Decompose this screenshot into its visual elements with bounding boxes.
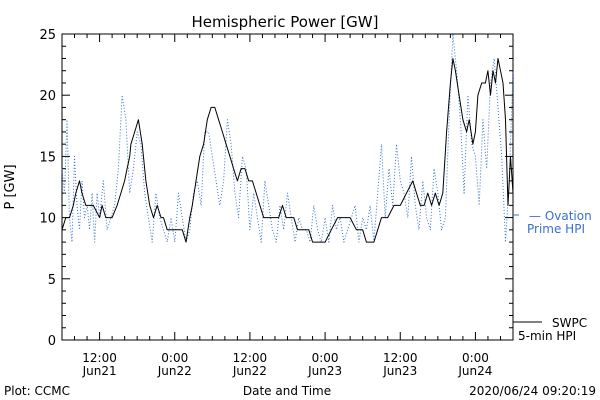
ovation-series-line	[61, 33, 514, 243]
x-tick-label-time: 12:00	[233, 351, 268, 365]
swpc-series-line	[61, 58, 514, 243]
y-tick-label: 5	[48, 273, 56, 288]
x-tick-label-date: Jun21	[82, 364, 117, 378]
swpc-legend-line1: SWPC	[552, 316, 587, 330]
x-tick-label-time: 12:00	[82, 351, 117, 365]
y-tick-label: 20	[39, 89, 56, 104]
x-tick-label-date: Jun23	[382, 364, 417, 378]
y-tick-label: 10	[39, 212, 56, 227]
y-axis-label: P [GW]	[3, 164, 18, 209]
ovation-legend-line1: — Ovation	[529, 209, 592, 223]
x-tick-label-time: 0:00	[462, 351, 489, 365]
plot-credit: Plot: CCMC	[4, 384, 70, 398]
chart-title: Hemispheric Power [GW]	[192, 13, 379, 31]
y-tick-label: 0	[48, 334, 56, 349]
x-tick-label-date: Jun24	[457, 364, 492, 378]
ovation-legend-line2: Prime HPI	[527, 222, 585, 236]
y-tick-label: 15	[39, 150, 56, 165]
x-tick-label-time: 12:00	[383, 351, 418, 365]
x-tick-label-date: Jun22	[157, 364, 192, 378]
x-axis-ticks: 12:00Jun210:00Jun2212:00Jun220:00Jun2312…	[61, 34, 514, 378]
plot-frame	[61, 33, 514, 341]
y-axis-ticks: 0 5 10 15 20 25	[39, 28, 513, 349]
plot-timestamp: 2020/06/24 09:20:19	[469, 384, 596, 398]
y-tick-label: 25	[39, 28, 56, 43]
x-tick-label-time: 0:00	[161, 351, 188, 365]
swpc-legend-line2: 5-min HPI	[518, 329, 576, 343]
x-axis-label: Date and Time	[243, 384, 331, 398]
x-tick-label-date: Jun23	[307, 364, 342, 378]
x-tick-label-time: 0:00	[312, 351, 339, 365]
series-layer	[61, 33, 514, 243]
x-tick-label-date: Jun22	[232, 364, 267, 378]
